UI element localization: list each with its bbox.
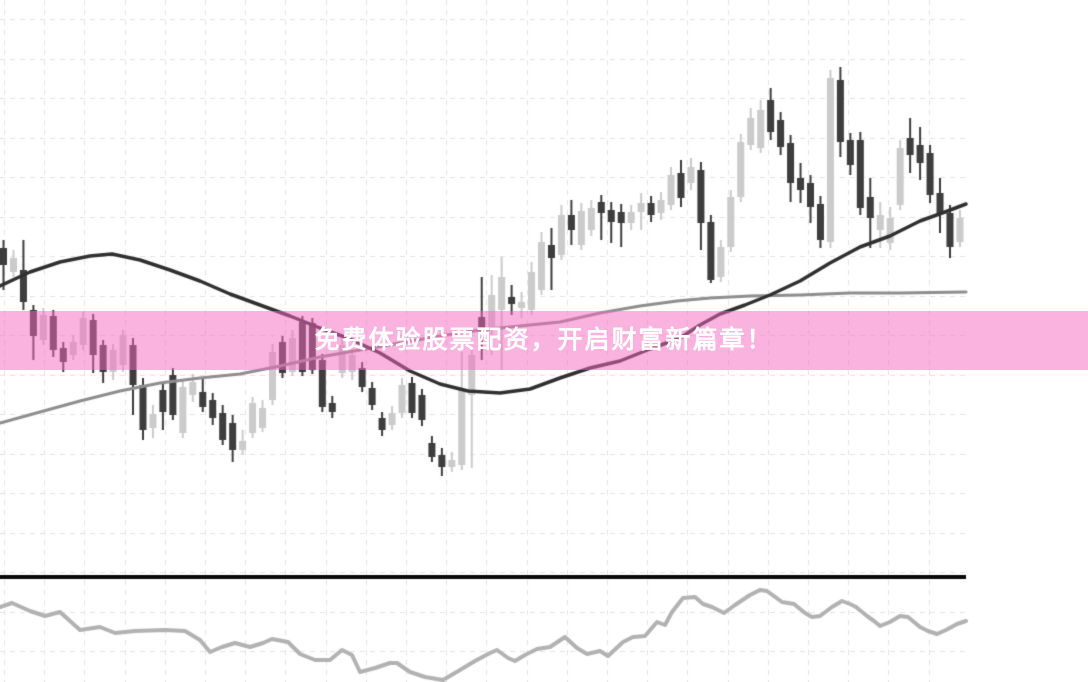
- promo-banner[interactable]: 免费体验股票配资，开启财富新篇章！: [0, 311, 1088, 370]
- promo-banner-text: 免费体验股票配资，开启财富新篇章！: [314, 326, 774, 354]
